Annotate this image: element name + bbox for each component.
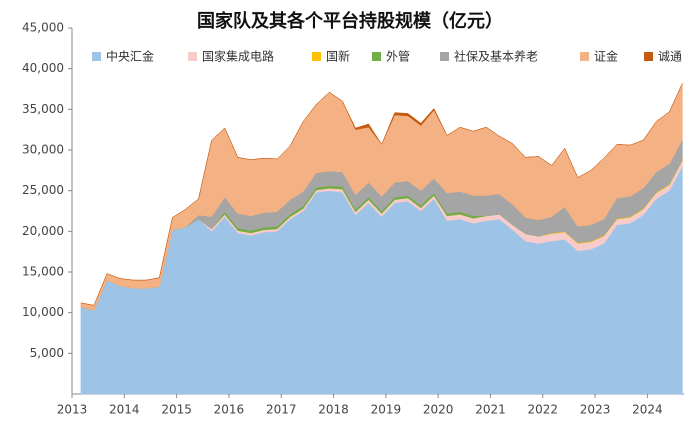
legend-swatch <box>188 52 197 61</box>
x-tick-label: 2019 <box>371 403 402 417</box>
x-tick-label: 2015 <box>161 403 192 417</box>
x-tick-label: 2023 <box>580 403 611 417</box>
x-tick-label: 2021 <box>475 403 506 417</box>
y-tick-label: 15,000 <box>22 265 64 279</box>
legend-label: 诚通 <box>658 50 682 64</box>
legend-swatch <box>644 52 653 61</box>
y-tick-label: 25,000 <box>22 183 64 197</box>
legend-label: 中央汇金 <box>106 49 154 64</box>
x-tick-label: 2013 <box>57 403 88 417</box>
y-tick-label: 10,000 <box>22 305 64 319</box>
x-tick-label: 2016 <box>214 403 245 417</box>
x-tick-label: 2022 <box>527 403 558 417</box>
legend-swatch <box>92 52 101 61</box>
x-tick-label: 2024 <box>632 403 663 417</box>
y-tick-label: 20,000 <box>22 224 64 238</box>
x-tick-label: 2018 <box>318 403 349 417</box>
y-tick-label: 40,000 <box>22 61 64 75</box>
y-tick-label: 5,000 <box>30 346 64 360</box>
legend-label: 国家集成电路 <box>202 49 274 64</box>
x-tick-label: 2014 <box>109 403 140 417</box>
y-tick-label: 45,000 <box>22 21 64 35</box>
y-tick-label: 35,000 <box>22 102 64 116</box>
legend-swatch <box>372 52 381 61</box>
legend-swatch <box>440 52 449 61</box>
legend-swatch <box>580 52 589 61</box>
legend-swatch <box>312 52 321 61</box>
y-tick-label: 30,000 <box>22 143 64 157</box>
areas <box>80 83 683 395</box>
chart-title: 国家队及其各个平台持股规模（亿元） <box>197 10 503 32</box>
x-tick-label: 2017 <box>266 403 297 417</box>
legend-label: 社保及基本养老 <box>454 49 538 64</box>
legend-label: 外管 <box>386 49 410 64</box>
legend-label: 证金 <box>594 49 618 64</box>
legend-label: 国新 <box>326 49 350 64</box>
x-tick-label: 2020 <box>423 403 454 417</box>
